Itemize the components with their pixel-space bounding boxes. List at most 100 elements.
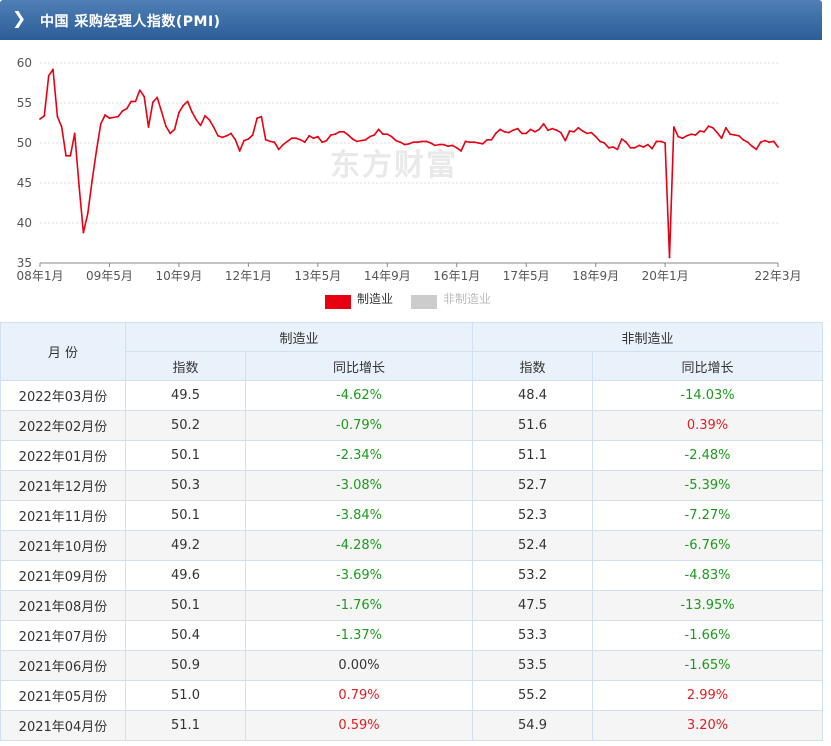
data-point <box>668 256 671 259</box>
cell-m-yoy: -3.69% <box>244 560 474 591</box>
header-manufacturing: 制造业 <box>124 322 474 352</box>
pmi-table: 月 份 制造业 非制造业 指数 同比增长 指数 同比增长 2022年03月份 49… <box>0 322 824 741</box>
cell-n-yoy: -4.83% <box>592 560 824 591</box>
data-point <box>395 139 397 142</box>
cell-n-yoy: 0.39% <box>592 410 824 441</box>
data-point <box>86 212 89 215</box>
data-point <box>256 117 258 120</box>
cell-m-yoy: 0.59% <box>244 710 474 741</box>
data-point <box>720 137 723 140</box>
pmi-line-chart: 60 55 50 45 40 35 08年1月 09年5月 10年9月 12年1月 13年5月 14… <box>17 56 802 283</box>
data-point <box>434 144 436 147</box>
cell-m-index: 50.1 <box>125 590 246 621</box>
cell-n-index: 52.3 <box>472 500 594 531</box>
table-row: 2021年06月份 50.9 0.00% 53.5 -1.65% <box>0 650 824 681</box>
data-point <box>321 141 324 144</box>
data-point <box>152 101 154 104</box>
data-point <box>186 100 189 103</box>
series-line-0 <box>39 68 779 259</box>
table-row: 2021年07月份 50.4 -1.37% 53.3 -1.66% <box>0 620 824 651</box>
cell-n-index: 54.9 <box>472 710 594 741</box>
table-row: 2021年08月份 50.1 -1.76% 47.5 -13.95% <box>0 590 824 621</box>
data-point <box>629 146 632 149</box>
data-point <box>269 140 271 143</box>
data-point <box>173 128 176 131</box>
data-point <box>356 140 358 143</box>
data-point <box>138 89 141 92</box>
data-point <box>486 138 488 141</box>
cell-m-yoy: -4.62% <box>244 380 474 411</box>
cell-m-yoy: -2.34% <box>244 440 474 471</box>
data-point <box>568 130 571 132</box>
data-point <box>599 140 601 143</box>
cell-m-index: 51.1 <box>125 710 246 741</box>
x-tick-label: 10年9月 <box>155 269 202 283</box>
data-point <box>117 115 119 118</box>
cell-n-yoy: -7.27% <box>592 500 824 531</box>
x-tick-label: 18年9月 <box>572 269 619 283</box>
data-point <box>777 146 779 148</box>
data-point <box>230 132 232 135</box>
data-point <box>95 150 98 152</box>
data-point <box>516 127 519 130</box>
cell-m-index: 50.1 <box>125 440 246 471</box>
x-tick-label: 16年1月 <box>433 269 480 283</box>
x-tick-label: 09年5月 <box>86 269 133 283</box>
chart-series <box>39 68 779 259</box>
table-row: 2021年05月份 51.0 0.79% 55.2 2.99% <box>0 680 824 711</box>
data-point <box>690 133 693 136</box>
cell-m-index: 50.3 <box>125 470 246 501</box>
cell-n-yoy: -1.65% <box>592 650 824 681</box>
table-row: 2021年10月份 49.2 -4.28% 52.4 -6.76% <box>0 530 824 561</box>
data-point <box>334 133 337 136</box>
data-point <box>39 118 41 120</box>
table-row: 2021年12月份 50.3 -3.08% 52.7 -5.39% <box>0 470 824 501</box>
data-point <box>573 130 575 133</box>
data-point <box>191 110 193 113</box>
data-point <box>125 107 128 110</box>
data-point <box>165 125 167 128</box>
data-point <box>733 134 736 136</box>
data-point <box>208 118 211 121</box>
cell-m-index: 50.2 <box>125 410 246 441</box>
data-point <box>178 111 180 114</box>
legend-label-manufacturing[interactable]: 制造业 <box>357 292 394 306</box>
chevron-right-icon[interactable]: ❯ <box>12 9 27 29</box>
x-tick-label: 13年5月 <box>294 269 341 283</box>
data-point <box>290 137 293 140</box>
header-m-yoy: 同比增长 <box>244 351 474 381</box>
cell-m-yoy: -3.84% <box>244 500 474 531</box>
legend-label-non-manufacturing[interactable]: 非制造业 <box>443 292 492 306</box>
data-point <box>581 130 584 132</box>
cell-n-index: 53.2 <box>472 560 594 591</box>
legend-swatch-manufacturing[interactable] <box>325 295 351 309</box>
data-point <box>729 133 732 136</box>
data-point <box>134 100 137 103</box>
data-point <box>712 126 714 129</box>
data-point <box>638 144 640 147</box>
cell-month: 2021年09月份 <box>0 560 126 591</box>
data-point <box>108 117 111 120</box>
legend-swatch-non-manufacturing[interactable] <box>411 295 437 309</box>
data-point <box>295 137 297 140</box>
y-tick-label: 40 <box>17 216 32 230</box>
y-axis-ticks: 60 55 50 45 40 35 <box>17 56 32 270</box>
data-point <box>512 129 515 132</box>
header-m-index: 指数 <box>125 351 246 381</box>
data-point <box>468 141 471 144</box>
data-point <box>564 139 567 142</box>
data-point <box>525 132 528 135</box>
data-point <box>460 150 462 152</box>
data-point <box>204 114 206 117</box>
header-non-manufacturing: 非制造业 <box>472 322 824 352</box>
data-point <box>590 131 593 134</box>
data-point <box>725 126 727 129</box>
data-point <box>234 138 237 141</box>
data-point <box>768 141 771 144</box>
data-point <box>594 135 597 138</box>
x-tick-label: 08年1月 <box>17 269 64 283</box>
data-point <box>751 145 753 148</box>
data-point <box>477 142 480 144</box>
data-point <box>156 96 159 99</box>
data-point <box>612 146 614 148</box>
